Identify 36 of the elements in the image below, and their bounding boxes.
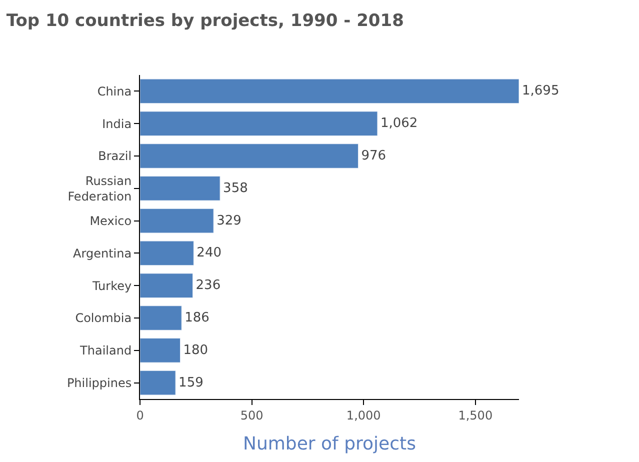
data-label: 159: [178, 375, 204, 390]
data-label: 976: [361, 148, 386, 164]
data-label: 1,695: [522, 84, 560, 99]
y-tick-label: Philippines: [66, 376, 132, 390]
bar: [140, 111, 378, 136]
x-tick-label: 1,500: [458, 408, 493, 422]
bar: [140, 144, 358, 168]
data-label: 186: [184, 310, 210, 326]
y-tick-label: India: [102, 116, 132, 131]
y-tick-label: Mexico: [90, 214, 132, 228]
data-label: 1,062: [380, 116, 418, 132]
y-tick-label: Brazil: [98, 149, 132, 164]
data-label: 329: [216, 213, 242, 228]
bar: [140, 176, 220, 201]
y-tick-label: Turkey: [92, 278, 132, 293]
x-tick-label: 0: [136, 408, 144, 422]
bar: [140, 78, 519, 104]
y-tick-label: Colombia: [75, 311, 132, 326]
data-label: 358: [223, 180, 248, 196]
y-tick-label: Argentina: [73, 246, 132, 260]
y-tick-label: China: [97, 84, 132, 98]
x-axis-title: Number of projects: [243, 434, 416, 454]
chart-title: Top 10 countries by projects, 1990 - 2018: [6, 10, 404, 31]
bar: [140, 273, 194, 298]
x-tick-label: 500: [240, 408, 264, 422]
y-tick-label: Russian Federation: [68, 174, 132, 204]
bar: [140, 370, 176, 396]
bar: [140, 240, 194, 266]
data-label: 240: [196, 246, 222, 261]
y-tick-label: Thailand: [79, 344, 132, 358]
bar: [140, 306, 182, 330]
bar: [140, 338, 180, 363]
data-label: 180: [183, 342, 208, 358]
data-label: 236: [196, 278, 221, 294]
bar: [140, 208, 214, 234]
x-tick-label: 1,000: [346, 408, 381, 422]
